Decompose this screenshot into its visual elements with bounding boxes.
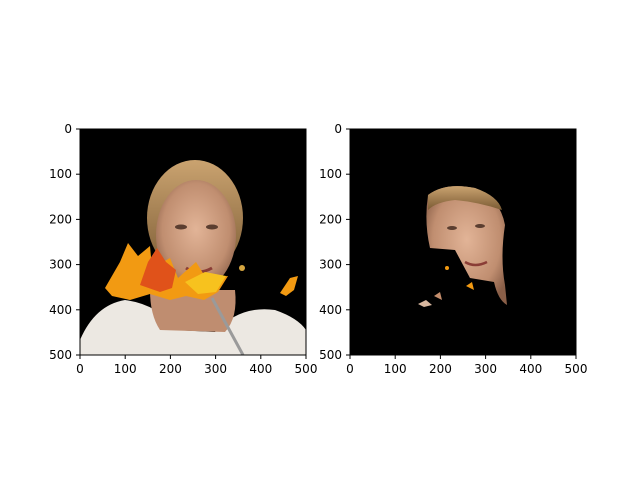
left-y-tick-label: 400 — [49, 303, 72, 317]
right-panel: 0 100 200 300 400 500 0 100 200 300 400 500 — [319, 122, 587, 376]
left-image — [80, 129, 306, 355]
right-y-tick-label: 500 — [319, 348, 342, 362]
left-x-tick-label: 200 — [159, 362, 182, 376]
right-y-tick-label: 400 — [319, 303, 342, 317]
right-y-tick-label: 100 — [319, 167, 342, 181]
left-panel: 0 100 200 300 400 500 0 100 200 300 400 500 — [49, 122, 317, 376]
right-y-tick-label: 0 — [334, 122, 342, 136]
right-x-tick-label: 100 — [384, 362, 407, 376]
right-y-tick-label: 200 — [319, 212, 342, 226]
right-y-tick-label: 300 — [319, 258, 342, 272]
left-x-tick-label: 100 — [114, 362, 137, 376]
left-y-tick-label: 100 — [49, 167, 72, 181]
left-x-tick-label: 400 — [249, 362, 272, 376]
left-y-tick-label: 300 — [49, 258, 72, 272]
left-y-tick-label: 0 — [64, 122, 72, 136]
left-y-tick-label: 200 — [49, 212, 72, 226]
right-image — [350, 129, 576, 355]
right-x-tick-label: 400 — [519, 362, 542, 376]
right-x-tick-label: 0 — [346, 362, 354, 376]
left-y-tick-label: 500 — [49, 348, 72, 362]
left-x-tick-label: 500 — [295, 362, 318, 376]
right-x-tick-label: 300 — [474, 362, 497, 376]
right-x-tick-label: 200 — [429, 362, 452, 376]
left-x-tick-label: 0 — [76, 362, 84, 376]
left-x-tick-label: 300 — [204, 362, 227, 376]
right-x-tick-label: 500 — [565, 362, 588, 376]
